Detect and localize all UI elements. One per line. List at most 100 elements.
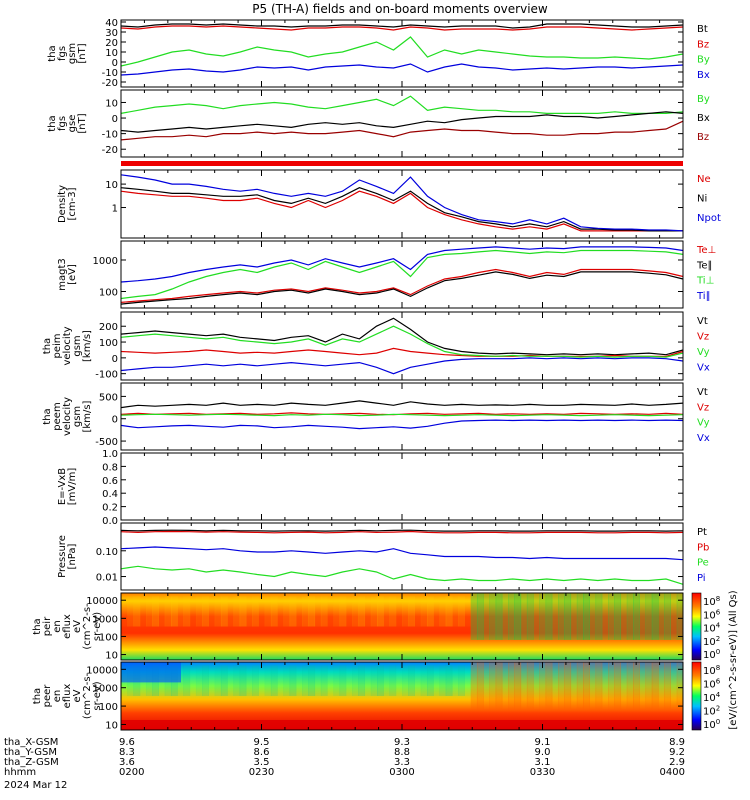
spectrogram-band	[570, 662, 578, 710]
spectrogram-band	[670, 662, 678, 710]
y-tick-label: 200	[99, 322, 118, 333]
spectrogram-band	[245, 596, 253, 627]
spectrogram-band	[220, 596, 228, 627]
spectrogram-band	[295, 596, 303, 627]
colorbar-tick-label: 108	[703, 664, 720, 677]
panel-peim-velocity: Vt Vz Vy Vx 200 100 0 -100 tha peim velocity gsm [km…	[42, 311, 710, 381]
spectrogram-band	[501, 593, 509, 640]
series-line-pt	[120, 529, 684, 532]
spectrogram-band	[389, 596, 397, 627]
spectrogram-band	[508, 662, 515, 710]
legend-vz: Vz	[697, 332, 709, 343]
spectrogram-band	[526, 662, 534, 710]
spectrogram-band	[464, 596, 472, 627]
y-tick-label: -10	[102, 130, 118, 141]
spectrogram-band	[676, 593, 684, 640]
footer-row-label: tha_Z-GSM	[4, 757, 59, 768]
spectrogram-band	[551, 593, 559, 640]
spectrogram-band	[133, 596, 141, 627]
spectrogram-band	[489, 593, 497, 640]
footer-value: 9.0	[535, 747, 551, 758]
y-axis-label: en	[52, 620, 63, 633]
y-axis-label: tha	[32, 618, 43, 634]
spectrogram-band	[489, 662, 497, 710]
panel-frame	[120, 382, 684, 451]
series-line-bz	[120, 25, 684, 31]
y-axis-label: tha	[32, 688, 43, 704]
spectrogram-band	[327, 665, 334, 696]
y-tick-label: 0.10	[96, 547, 118, 558]
y-tick-label: 40	[105, 18, 118, 29]
footer-value: 9.3	[394, 737, 410, 748]
spectrogram-band	[202, 596, 209, 627]
series-line-ti⊥	[120, 249, 684, 300]
spectrogram-band	[195, 665, 203, 696]
footer-row-label: tha_Y-GSM	[4, 747, 57, 758]
legend-vx: Vx	[697, 433, 710, 444]
y-tick-label: -20	[102, 78, 118, 89]
spectrogram-band	[520, 662, 528, 710]
spectrogram-band	[252, 665, 259, 696]
spectrogram-band	[214, 665, 222, 696]
footer-value: 3.1	[535, 757, 551, 768]
spectrogram-band	[645, 662, 653, 710]
legend-vy: Vy	[697, 418, 710, 429]
spectrogram-band	[408, 665, 415, 696]
series-line-pe	[120, 565, 684, 585]
y-axis-label: [nT]	[77, 43, 88, 63]
footer-value: 0230	[249, 767, 274, 778]
y-tick-label: 0.8	[102, 462, 118, 473]
series-line-by	[120, 95, 684, 115]
y-axis-label: gsm	[67, 43, 78, 64]
spectrogram-band	[495, 593, 503, 640]
spectrogram-band	[539, 662, 547, 710]
y-axis-label: sr-eV)	[92, 681, 103, 710]
spectrogram-band	[370, 596, 378, 627]
footer-value: 3.3	[394, 757, 410, 768]
spectrogram-band	[664, 593, 672, 640]
legend-vx: Vx	[697, 363, 710, 374]
legend-npot: Npot	[697, 213, 721, 224]
y-axis-label: peim	[52, 333, 63, 358]
y-tick-label: 0.0	[102, 516, 118, 527]
y-tick-label: 10	[105, 48, 118, 59]
panel-peem-velocity: Vt Vz Vy Vx 500 0 -500 tha peem velocity gsm [km/s]	[42, 382, 710, 451]
spectrogram-band	[383, 665, 391, 696]
footer-value: 9.2	[669, 747, 685, 758]
colorbar-tick-label: 100	[703, 718, 720, 731]
spectrogram-band	[526, 593, 534, 640]
spectrogram-band	[626, 662, 634, 710]
spectrogram-band	[302, 665, 309, 696]
spectrogram-band	[320, 596, 328, 627]
y-tick-label: -100	[95, 370, 118, 381]
spectrogram-band	[164, 596, 172, 627]
spectrogram-band	[639, 593, 647, 640]
legend-bx: Bx	[697, 70, 710, 81]
y-axis-label: peir	[42, 616, 53, 636]
spectrogram-band	[601, 662, 609, 710]
spectrogram-band	[239, 596, 247, 627]
spectrogram-band	[470, 593, 478, 640]
spectrogram-band	[476, 662, 484, 710]
y-tick-label: 10	[105, 98, 118, 109]
spectrogram-band	[127, 596, 134, 627]
spectrogram-band	[289, 596, 297, 627]
spectrogram-band	[539, 593, 547, 640]
spectrogram-band	[183, 596, 191, 627]
spectrogram-band	[451, 596, 459, 627]
spectrogram-band	[589, 662, 597, 710]
spectrogram-band	[564, 593, 572, 640]
spectrogram-band	[364, 665, 372, 696]
series-line-vt	[120, 317, 684, 356]
series-line-vt	[120, 400, 684, 409]
series-line-ti∥	[120, 246, 684, 283]
y-axis-label: gsm	[72, 406, 83, 427]
y-tick-label: 10000	[86, 596, 118, 607]
spectrogram-band	[339, 665, 347, 696]
spectrogram-band	[658, 662, 665, 710]
legend-ne: Ne	[697, 174, 711, 185]
colorbar-tick-label: 104	[703, 691, 721, 704]
y-tick-label: -10	[102, 68, 118, 79]
y-axis-label: (cm^2-s-	[82, 672, 93, 719]
